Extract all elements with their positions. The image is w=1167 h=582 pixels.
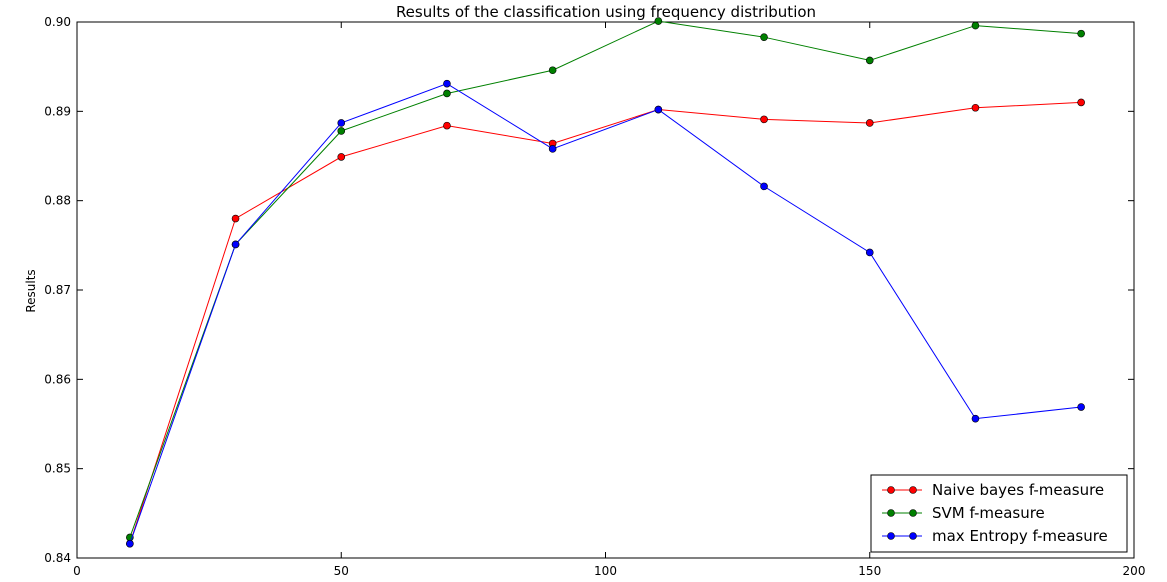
series-line-3	[129, 83, 1082, 544]
series-1-point	[865, 119, 874, 127]
series-line-2	[129, 20, 1082, 538]
y-tick-label: 0.89	[44, 104, 71, 118]
series-2-point	[548, 66, 557, 75]
series-3-point	[231, 240, 240, 249]
x-tick-label: 0	[73, 564, 81, 578]
x-tick-label: 100	[594, 564, 617, 578]
series-2-point	[760, 33, 768, 41]
legend-marker-1	[887, 486, 895, 494]
series-2-point	[1077, 29, 1085, 38]
series-2-point	[337, 127, 346, 135]
plot-area: 0 50 100 150 200 0.84 0.85 0.86 0.87 0.88 0.89 0.90	[44, 15, 1145, 578]
series-2-point	[971, 21, 980, 30]
y-tick-label: 0.88	[44, 194, 71, 208]
legend-label-3: max Entropy f-measure	[932, 527, 1108, 545]
y-tick-label: 0.86	[44, 372, 71, 386]
series-3-point	[760, 182, 768, 191]
series-3-point	[443, 79, 451, 88]
series-1-point	[971, 103, 980, 112]
series-3-point	[126, 539, 134, 548]
series-3-point	[654, 105, 663, 114]
y-tick-label: 0.87	[44, 283, 71, 297]
series-1-point	[443, 121, 451, 130]
series-1-point	[760, 115, 768, 124]
x-tick-label: 150	[858, 564, 881, 578]
legend-marker-1	[909, 486, 917, 494]
series-2-point	[865, 56, 874, 65]
legend-marker-3	[887, 532, 895, 540]
y-axis-label: Results	[24, 269, 38, 312]
legend-marker-3	[909, 532, 917, 540]
x-tick-label: 200	[1123, 564, 1146, 578]
series-3-point	[548, 145, 557, 153]
x-tick-label: 50	[334, 564, 349, 578]
legend-marker-2	[909, 509, 917, 517]
series-1-point	[1077, 98, 1085, 107]
series-3-point	[865, 248, 874, 257]
chart-title: Results of the classification using freq…	[396, 3, 816, 21]
series-1-point	[337, 153, 346, 161]
series-2-point	[443, 89, 451, 98]
legend-label-1: Naive bayes f-measure	[932, 481, 1104, 499]
y-tick-label: 0.90	[44, 15, 71, 29]
y-tick-label: 0.84	[44, 551, 71, 565]
series-1-point	[231, 214, 240, 223]
series-3-point	[971, 414, 980, 423]
legend-label-2: SVM f-measure	[932, 504, 1045, 522]
y-tick-label: 0.85	[44, 462, 71, 476]
legend: Naive bayes f-measure SVM f-measure max En…	[870, 474, 1128, 553]
series-3-point	[1077, 403, 1085, 411]
series-2-point	[654, 17, 663, 25]
series-3-point	[337, 119, 346, 127]
legend-marker-2	[887, 509, 895, 517]
